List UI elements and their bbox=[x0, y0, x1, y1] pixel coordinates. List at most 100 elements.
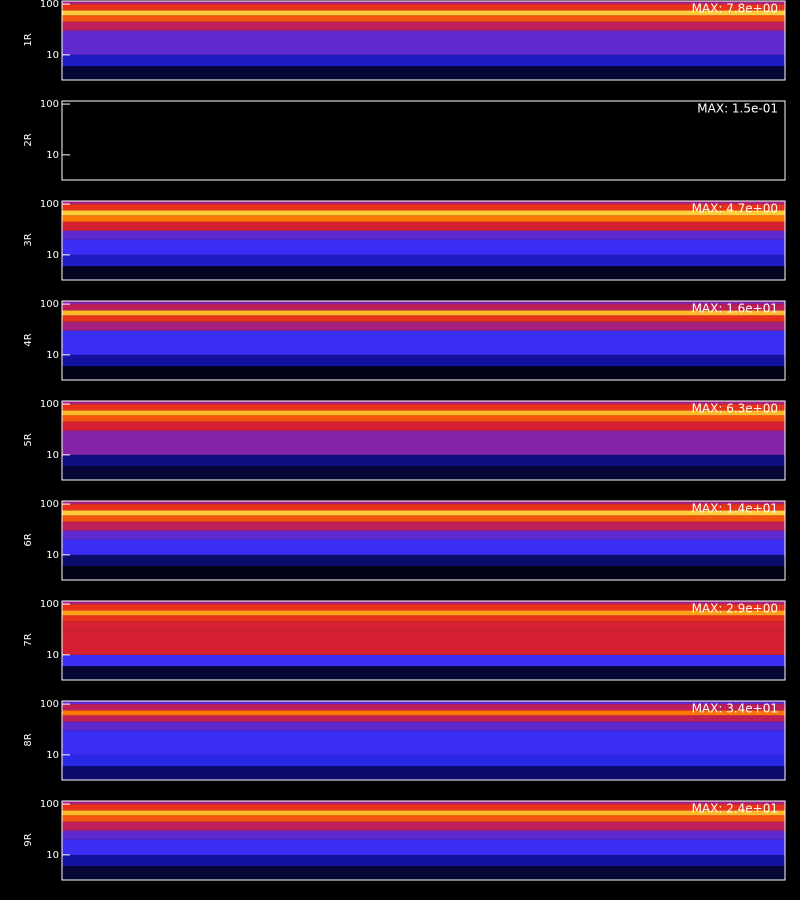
spectrum-band bbox=[62, 866, 785, 880]
spectrum-band bbox=[62, 410, 785, 416]
spectrum-band bbox=[62, 166, 785, 180]
spectrum-band bbox=[62, 366, 785, 380]
spectrum-band bbox=[62, 466, 785, 480]
y-tick-label: 100 bbox=[40, 699, 59, 710]
max-annotation: MAX: 7.8e+00 bbox=[692, 2, 778, 16]
y-tick-label: 100 bbox=[40, 199, 59, 210]
spectrum-band bbox=[62, 766, 785, 780]
spectrum-band bbox=[62, 730, 785, 740]
spectrum-band bbox=[62, 601, 785, 605]
y-tick-label: 10 bbox=[46, 850, 59, 861]
plot-frame bbox=[61, 100, 786, 181]
spectrum-band bbox=[62, 721, 785, 731]
spectrum-band bbox=[62, 66, 785, 80]
spectrum-band bbox=[62, 701, 785, 705]
max-annotation: MAX: 4.7e+00 bbox=[692, 202, 778, 216]
spectrum-band bbox=[62, 839, 785, 855]
spectrum-band bbox=[62, 21, 785, 31]
spectrum-band bbox=[62, 754, 785, 767]
spectrum-band bbox=[62, 404, 785, 411]
spectrum-band bbox=[62, 521, 785, 531]
spectrum-band bbox=[62, 115, 785, 122]
spectrum-band bbox=[62, 530, 785, 540]
spectrum-band bbox=[62, 315, 785, 322]
spectrum-band bbox=[62, 604, 785, 611]
y-axis-label: 4R bbox=[23, 333, 34, 346]
y-tick-label: 10 bbox=[46, 150, 59, 161]
spectrum-band bbox=[62, 739, 785, 755]
y-axis-label: 7R bbox=[23, 633, 34, 646]
y-tick-label: 10 bbox=[46, 550, 59, 561]
y-tick-label: 100 bbox=[40, 799, 59, 810]
spectrum-band bbox=[62, 539, 785, 555]
max-annotation: MAX: 1.5e-01 bbox=[697, 102, 778, 116]
spectrum-band bbox=[62, 801, 785, 805]
plot-frame bbox=[61, 0, 786, 81]
spectrum-band bbox=[62, 4, 785, 11]
spectrum-band bbox=[62, 554, 785, 567]
plot-frame bbox=[61, 200, 786, 281]
plot-frame bbox=[61, 700, 786, 781]
spectrum-band bbox=[62, 630, 785, 640]
y-tick-label: 10 bbox=[46, 450, 59, 461]
spectrum-band bbox=[62, 830, 785, 840]
plot-frame bbox=[61, 400, 786, 481]
plot-frame bbox=[61, 800, 786, 881]
spectrum-band bbox=[62, 815, 785, 822]
y-axis-label: 8R bbox=[23, 733, 34, 746]
spectrum-band bbox=[62, 110, 785, 116]
spectrum-band bbox=[62, 354, 785, 367]
y-tick-label: 10 bbox=[46, 350, 59, 361]
spectrum-band bbox=[62, 415, 785, 422]
spectrum-band bbox=[62, 639, 785, 655]
spectrum-band bbox=[62, 310, 785, 316]
spectrum-band bbox=[62, 704, 785, 711]
spectrum-band bbox=[62, 710, 785, 716]
spectrum-band bbox=[62, 854, 785, 867]
y-tick-label: 10 bbox=[46, 50, 59, 61]
y-tick-label: 10 bbox=[46, 750, 59, 761]
spectrum-band bbox=[62, 621, 785, 631]
spectrum-band bbox=[62, 501, 785, 505]
spectrum-band bbox=[62, 439, 785, 455]
spectrum-band bbox=[62, 10, 785, 16]
y-tick-label: 100 bbox=[40, 0, 59, 10]
spectrum-band bbox=[62, 304, 785, 311]
max-annotation: MAX: 3.4e+01 bbox=[692, 702, 778, 716]
spectrum-band bbox=[62, 254, 785, 267]
spectrum-band bbox=[62, 15, 785, 22]
y-tick-label: 100 bbox=[40, 99, 59, 110]
spectrum-band bbox=[62, 330, 785, 340]
y-axis-label: 6R bbox=[23, 533, 34, 546]
y-axis-label: 5R bbox=[23, 433, 34, 446]
y-axis-label: 2R bbox=[23, 133, 34, 146]
spectrum-band bbox=[62, 339, 785, 355]
spectrum-band bbox=[62, 54, 785, 67]
spectrum-band bbox=[62, 104, 785, 111]
spectrum-band bbox=[62, 39, 785, 55]
max-annotation: MAX: 1.6e+01 bbox=[692, 302, 778, 316]
spectrum-band bbox=[62, 230, 785, 240]
y-tick-label: 10 bbox=[46, 250, 59, 261]
max-annotation: MAX: 6.3e+00 bbox=[692, 402, 778, 416]
spectrum-band bbox=[62, 221, 785, 231]
plot-frame bbox=[61, 500, 786, 581]
y-tick-label: 100 bbox=[40, 499, 59, 510]
spectrum-band bbox=[62, 130, 785, 140]
spectrum-band bbox=[62, 210, 785, 216]
spectrum-band bbox=[62, 654, 785, 667]
spectrum-band bbox=[62, 154, 785, 167]
max-annotation: MAX: 1.4e+01 bbox=[692, 502, 778, 516]
max-annotation: MAX: 2.4e+01 bbox=[692, 802, 778, 816]
spectrum-band bbox=[62, 215, 785, 222]
spectrum-band bbox=[62, 301, 785, 305]
spectrum-band bbox=[62, 401, 785, 405]
spectrum-band bbox=[62, 821, 785, 831]
y-tick-label: 100 bbox=[40, 599, 59, 610]
y-axis-label: 9R bbox=[23, 833, 34, 846]
y-tick-label: 100 bbox=[40, 299, 59, 310]
spectrum-band bbox=[62, 615, 785, 622]
spectrum-band bbox=[62, 810, 785, 816]
